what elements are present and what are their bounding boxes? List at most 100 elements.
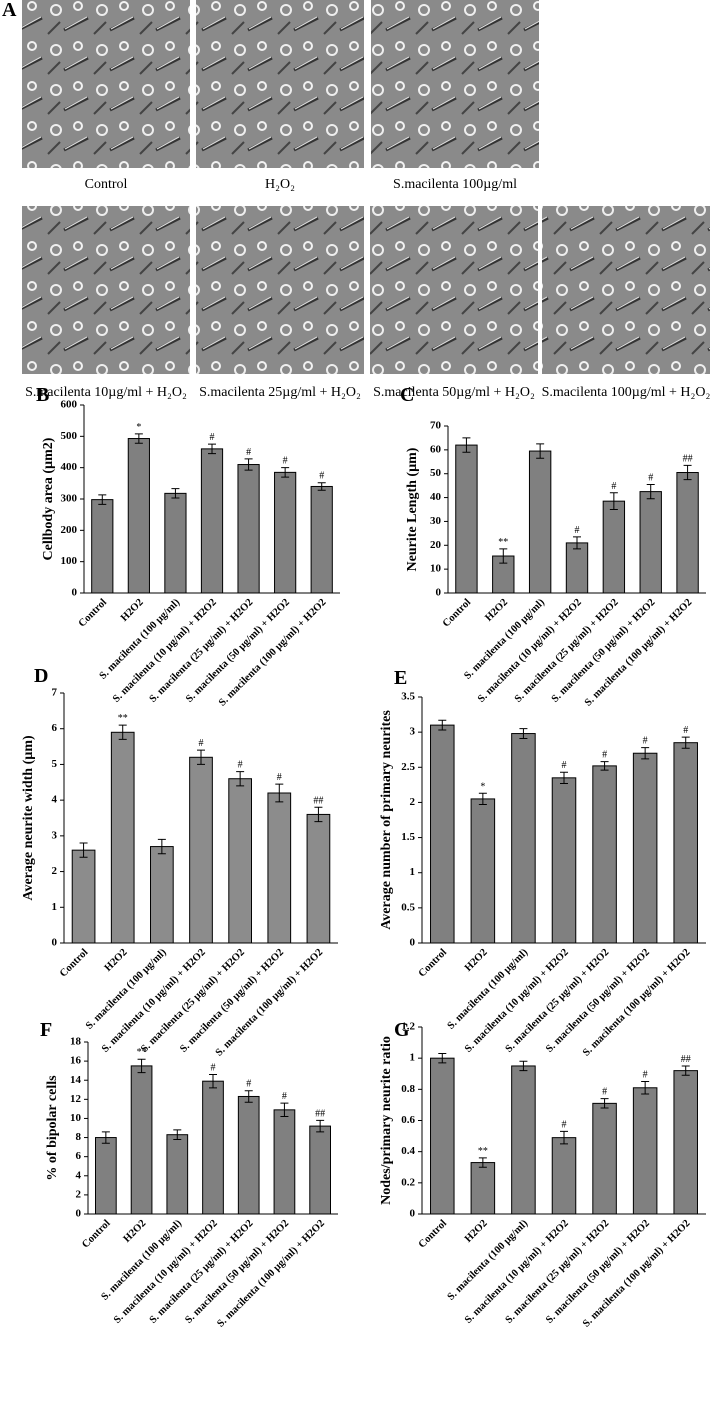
x-tick-label: S. macilenta (100 µg/ml) [446, 947, 531, 1032]
x-tick-label: H2O2 [119, 597, 146, 624]
bar [273, 1109, 296, 1215]
bar [150, 846, 174, 944]
y-tick-label: 0 [410, 937, 416, 949]
x-tick-label: H2O2 [122, 1218, 149, 1245]
y-tick-label: 1 [410, 1052, 416, 1064]
error-bar [681, 736, 690, 749]
y-tick-label: 20 [430, 539, 442, 551]
error-bar [536, 443, 545, 459]
x-tick-label: H2O2 [483, 597, 510, 624]
y-tick-label: 5 [52, 758, 58, 770]
micrograph [22, 206, 190, 374]
image-caption: S.macilenta 25µg/ml + H₂O₂ [199, 385, 361, 400]
panel-letter: F [40, 1019, 52, 1041]
bar [639, 491, 662, 594]
significance-label: # [643, 736, 648, 747]
error-bar [317, 482, 326, 491]
y-tick-label: 0 [436, 587, 442, 599]
bar [511, 1065, 536, 1215]
y-tick-label: 3 [52, 829, 58, 841]
y-tick-label: 1.5 [401, 831, 415, 843]
bar [274, 471, 297, 594]
error-bar [134, 433, 143, 444]
significance-label: # [282, 1091, 287, 1102]
bar [430, 1057, 455, 1215]
x-tick-label: Control [77, 597, 109, 629]
y-tick-label: 10 [70, 1112, 82, 1124]
micrograph [196, 206, 364, 374]
bar [511, 733, 536, 944]
bar [551, 777, 577, 944]
bar [602, 500, 626, 594]
error-bar [157, 838, 166, 855]
y-tick-label: 200 [61, 524, 78, 536]
bar [673, 742, 698, 944]
bar [470, 1162, 496, 1215]
significance-label: # [648, 472, 653, 483]
bar [551, 1137, 577, 1215]
bar [470, 798, 496, 944]
x-tick-label: Control [80, 1218, 112, 1250]
error-bar [236, 771, 245, 787]
bar [309, 1125, 331, 1215]
x-tick-label: Control [441, 597, 473, 629]
y-tick-label: 0 [72, 587, 78, 599]
bar [91, 499, 114, 594]
bar [673, 1070, 698, 1215]
significance-label: # [611, 481, 616, 492]
bar [237, 464, 260, 594]
error-bar [98, 494, 107, 505]
micrograph [370, 206, 538, 374]
y-tick-label: 50 [430, 467, 442, 479]
y-tick-label: 2.5 [401, 761, 415, 773]
panel-letter: D [34, 665, 48, 687]
image-caption: S.macilenta 10µg/ml + H₂O₂ [25, 385, 187, 400]
significance-label: # [277, 772, 282, 783]
significance-label: # [199, 738, 204, 749]
significance-label: ## [683, 453, 693, 464]
micrograph [371, 0, 539, 168]
error-bar [79, 842, 88, 858]
error-bar [600, 761, 609, 771]
significance-label: # [211, 1062, 216, 1073]
significance-label: * [136, 422, 141, 433]
x-tick-label: S. macilenta (100 µg/ml) [84, 947, 169, 1032]
significance-label: * [480, 781, 485, 792]
image-caption: Control [85, 177, 128, 192]
bar [565, 542, 589, 594]
y-tick-label: 1.2 [401, 1021, 415, 1033]
error-bar [314, 806, 323, 823]
panel-letter: E [394, 667, 407, 689]
significance-label: # [319, 471, 324, 482]
y-tick-label: 400 [61, 461, 78, 473]
significance-label: ## [681, 1054, 691, 1065]
y-tick-label: 1 [410, 866, 416, 878]
bar [130, 1065, 153, 1215]
y-tick-label: 0.2 [401, 1176, 415, 1188]
y-tick-label: 0.4 [401, 1145, 415, 1157]
bar [164, 492, 187, 594]
significance-label: # [602, 1087, 607, 1098]
x-tick-label: Control [417, 1218, 449, 1250]
significance-label: # [643, 1070, 648, 1081]
x-tick-label: Control [417, 947, 449, 979]
y-tick-label: 600 [61, 399, 78, 411]
bar [632, 1087, 658, 1215]
error-bar [209, 1073, 217, 1089]
significance-label: # [238, 760, 243, 771]
y-axis-label: Neurite Length (µm) [405, 447, 420, 571]
y-tick-label: 0 [410, 1208, 416, 1220]
y-tick-label: 500 [61, 430, 78, 442]
error-bar [600, 1098, 609, 1109]
error-bar [275, 783, 284, 803]
y-tick-label: 3.5 [401, 691, 415, 703]
error-bar [478, 792, 487, 806]
panel-letter: B [36, 384, 49, 406]
significance-label: # [246, 447, 251, 458]
x-tick-label: H2O2 [463, 1218, 490, 1245]
error-bar [173, 1129, 182, 1140]
y-tick-label: 6 [52, 722, 58, 734]
x-tick-label: H2O2 [103, 947, 130, 974]
y-tick-label: 10 [430, 563, 442, 575]
bar [189, 756, 213, 944]
